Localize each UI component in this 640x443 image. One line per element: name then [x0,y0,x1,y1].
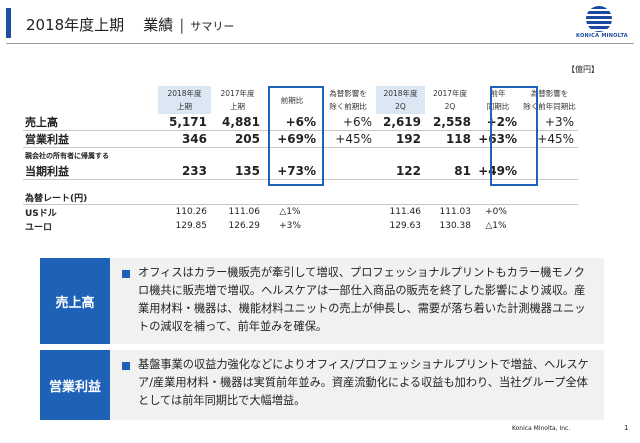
table-cell [320,163,376,180]
col-header-2q-2018: 2018年度 2Q [376,86,425,114]
globe-icon [586,6,612,32]
rate-cell: 129.63 [389,221,422,231]
table-cell: +49% [475,163,521,180]
results-table: 2018年度 上期 2017年度 上期 前期比 為替影響を 除く前期比 2018年度 2… [23,86,578,233]
header-blank [23,86,158,114]
footer-company: Konica Minolta, Inc. [512,425,571,432]
title-subtitle: サマリー [190,20,235,33]
rate-cell: +3% [279,221,301,231]
table-row-small-label: 親会社の所有者に帰属する [23,148,578,164]
row-label-small: 親会社の所有者に帰属する [25,151,109,160]
table-cell: +69% [264,130,320,148]
unit-label: 【億円】 [567,65,599,74]
table-cell: +6% [264,114,320,131]
table-row: 売上高 5,171 4,881 +6% +6% 2,619 2,558 +2% … [23,114,578,131]
table-cell: +2% [475,114,521,131]
table-cell: 5,171 [158,114,211,131]
table-cell: 2,558 [425,114,475,131]
table-header-row: 2018年度 上期 2017年度 上期 前期比 為替影響を 除く前期比 2018年度 2… [23,86,578,114]
rate-label: USドル [25,208,57,219]
table-cell: 205 [211,130,264,148]
rate-row: ユーロ 129.85 126.29 +3% 129.63 130.38 △1% [23,219,578,233]
yoy-highlight-box [268,86,324,186]
rate-title-row: 為替レート(円) [23,190,578,205]
company-logo: KONICA MINOLTA [570,6,634,42]
rate-label: ユーロ [25,222,53,233]
sales-panel-text: オフィスはカラー機販売が牽引して増収、プロフェッショナルプリントもカラー機モノク… [138,266,586,333]
rate-cell: △1% [485,221,507,231]
title-accent-bar [6,8,11,38]
rate-row: USドル 110.26 111.06 △1% 111.46 111.03 +0% [23,205,578,220]
table-cell: +73% [264,163,320,180]
col-header-h1-2017: 2017年度 上期 [220,89,255,111]
table-cell: 233 [158,163,211,180]
sales-panel-label: 売上高 [40,258,110,344]
table-cell: 346 [158,130,211,148]
table-cell: 118 [425,130,475,148]
table-cell: 135 [211,163,264,180]
rate-cell: +0% [485,207,507,217]
page-number: 1 [624,424,629,432]
2q-yoy-highlight-box [490,86,538,186]
rate-cell: △1% [279,207,301,217]
sales-panel: 売上高 オフィスはカラー機販売が牽引して増収、プロフェッショナルプリントもカラー… [40,258,604,344]
table-cell: +3% [521,114,578,131]
rate-cell: 130.38 [439,221,472,231]
table-cell: +63% [475,130,521,148]
row-label: 営業利益 [23,130,158,148]
table-row: 営業利益 346 205 +69% +45% 192 118 +63% +45% [23,130,578,148]
title-bar: 2018年度上期 業績 | サマリー KONICA MINOLTA [0,0,640,44]
row-label: 当期利益 [23,163,158,180]
col-header-2q-yoy: 前年 同期比 [486,89,510,111]
profit-panel-text: 基盤事業の収益力強化などによりオフィス/プロフェッショナルプリントで増益、ヘルス… [138,358,589,407]
rate-cell: 110.26 [175,207,208,217]
table-row: 当期利益 233 135 +73% 122 81 +49% [23,163,578,180]
profit-panel-label: 営業利益 [40,350,110,420]
profit-panel: 営業利益 基盤事業の収益力強化などによりオフィス/プロフェッショナルプリントで増… [40,350,604,420]
table-cell [521,163,578,180]
table-cell: 81 [425,163,475,180]
page-title: 2018年度上期 業績 | サマリー [26,14,234,35]
col-header-h1-2018: 2018年度 上期 [158,86,211,114]
rate-cell: 111.46 [389,207,422,217]
col-header-2q-2017: 2017年度 2Q [432,89,468,111]
logo-text: KONICA MINOLTA [576,33,628,39]
col-header-yoy-fx: 為替影響を 除く前期比 [329,89,367,111]
rate-cell: 126.29 [228,221,261,231]
col-header-2q-yoy-fx: 為替影響を 除く前年同期比 [523,89,576,111]
table-cell: +45% [320,130,376,148]
rate-cell: 111.03 [439,207,472,217]
rate-title: 為替レート(円) [23,190,158,205]
col-header-yoy: 前期比 [280,95,304,105]
row-label: 売上高 [23,114,158,131]
title-results: 業績 [143,16,174,34]
title-separator: | [179,16,185,34]
table-cell: 122 [376,163,425,180]
table-cell: 2,619 [376,114,425,131]
table-cell: 4,881 [211,114,264,131]
table-cell: +45% [521,130,578,148]
rate-cell: 129.85 [175,221,208,231]
title-period: 2018年度上期 [26,16,125,34]
bullet-icon [122,270,130,278]
title-divider [6,43,634,44]
table-cell: +6% [320,114,376,131]
table-cell: 192 [376,130,425,148]
bullet-icon [122,362,130,370]
rate-cell: 111.06 [228,207,261,217]
